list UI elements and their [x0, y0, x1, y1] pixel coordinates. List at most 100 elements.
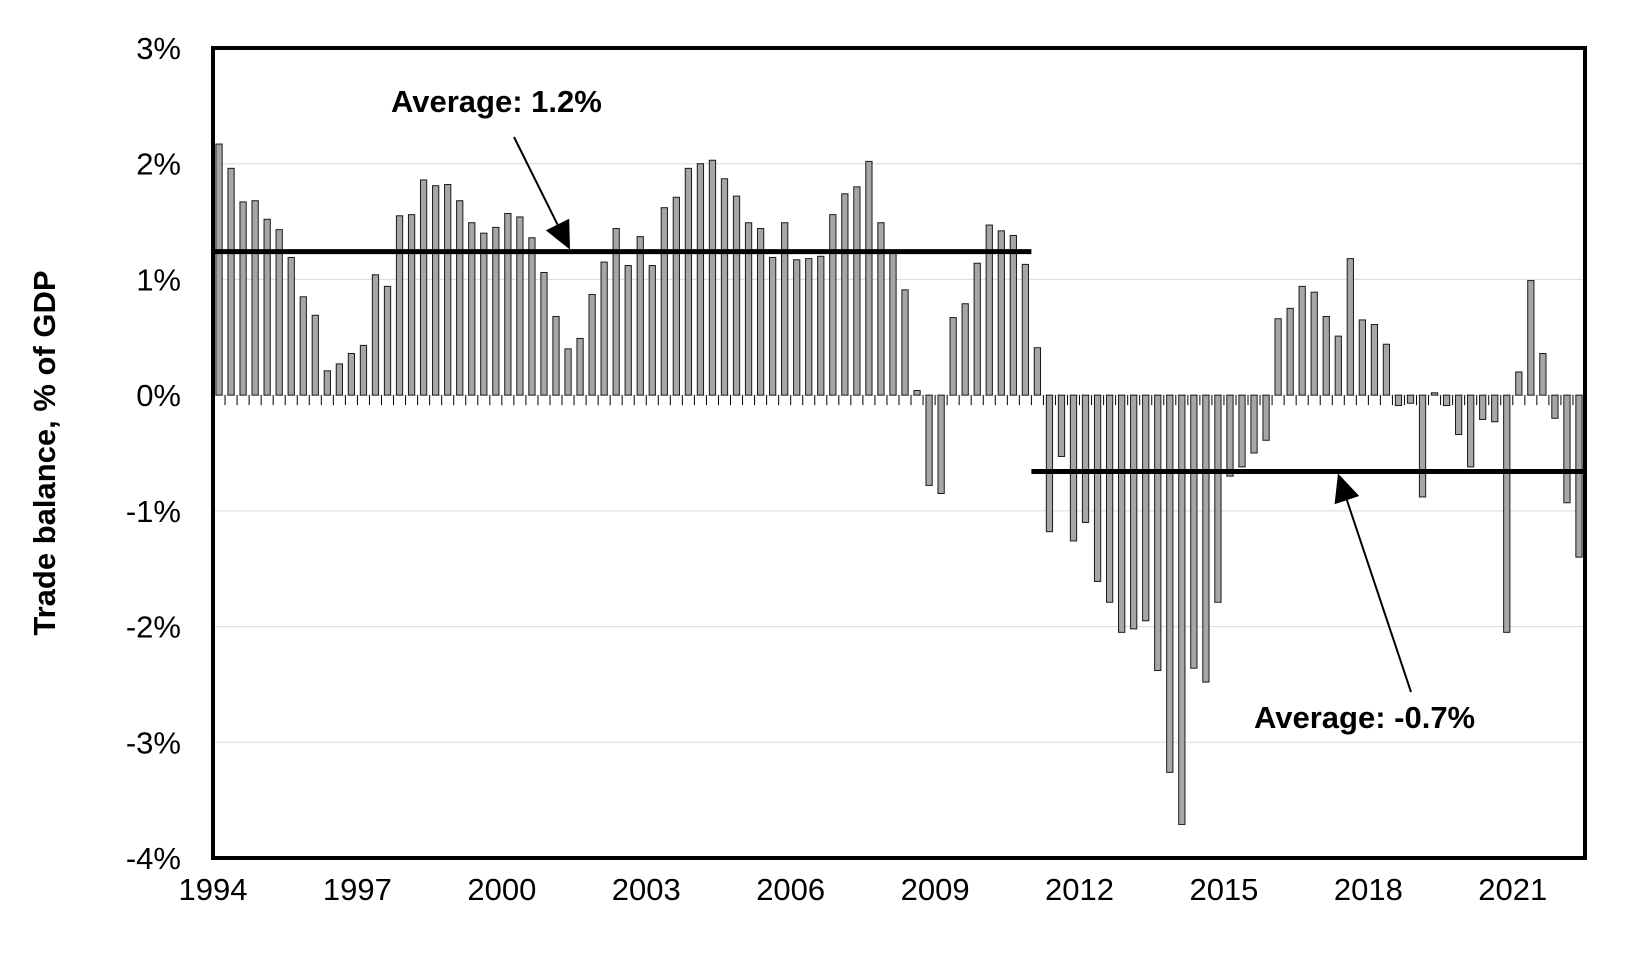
- average-label-1: Average: 1.2%: [391, 84, 602, 119]
- y-tick-label: 1%: [136, 262, 181, 297]
- bar: [1539, 352, 1547, 396]
- bar: [1105, 394, 1114, 603]
- bar: [1262, 394, 1270, 441]
- bar: [720, 178, 729, 396]
- bar: [901, 289, 909, 396]
- bar: [624, 265, 632, 396]
- bar: [468, 222, 476, 396]
- bar: [1190, 394, 1198, 669]
- bar: [371, 274, 380, 396]
- bar: [1370, 324, 1379, 396]
- bar: [877, 222, 885, 396]
- bar: [1563, 394, 1571, 504]
- bar: [1009, 234, 1017, 396]
- bar: [1045, 394, 1054, 533]
- bar: [419, 179, 428, 396]
- bar: [432, 185, 440, 396]
- bar: [335, 363, 343, 396]
- average-label-2: Average: -0.7%: [1254, 700, 1475, 735]
- bar: [407, 214, 416, 396]
- x-tick-marks: [212, 395, 1586, 406]
- bar: [492, 226, 500, 396]
- bar: [937, 394, 945, 495]
- x-tick-label: 2012: [1045, 872, 1114, 907]
- bar: [528, 237, 536, 396]
- bar: [456, 200, 464, 396]
- bar: [1382, 343, 1391, 396]
- bar: [1515, 371, 1523, 396]
- bar: [793, 259, 801, 396]
- bar: [299, 296, 307, 396]
- bar: [1551, 394, 1559, 419]
- bar: [540, 271, 548, 396]
- bar: [925, 394, 933, 486]
- bar: [865, 160, 873, 396]
- y-tick-labels: 3% 2% 1% 0% -1% -2% -3% -4%: [126, 31, 181, 876]
- bar: [1406, 394, 1415, 404]
- bar: [769, 256, 777, 396]
- bar: [1021, 263, 1029, 396]
- bar: [588, 293, 596, 396]
- x-tick-label: 1994: [179, 872, 248, 907]
- bar: [985, 224, 993, 396]
- bar: [696, 163, 705, 396]
- bar: [997, 230, 1005, 396]
- y-tick-label: 0%: [136, 378, 181, 413]
- bar: [516, 216, 524, 396]
- bar: [973, 262, 981, 396]
- bar: [215, 143, 223, 396]
- bar: [1418, 394, 1427, 498]
- bar: [287, 256, 295, 396]
- bar: [1214, 394, 1222, 603]
- bar: [648, 265, 656, 396]
- y-tick-label: 3%: [136, 31, 181, 66]
- bar: [1479, 394, 1487, 420]
- bar: [1093, 394, 1102, 582]
- bar: [1334, 335, 1342, 396]
- bar: [576, 337, 584, 396]
- bar: [612, 228, 620, 396]
- bar: [1142, 394, 1150, 622]
- gridlines: [213, 47, 1585, 859]
- bar: [1527, 280, 1535, 396]
- bar: [1286, 307, 1294, 396]
- bar: [1430, 392, 1439, 396]
- bar: [961, 303, 969, 396]
- bar: [889, 251, 897, 396]
- bar: [805, 258, 813, 396]
- y-tick-label: -2%: [126, 610, 181, 645]
- bar: [1503, 394, 1511, 633]
- bar: [817, 255, 825, 396]
- bar: [853, 186, 861, 396]
- y-tick-label: 2%: [136, 147, 181, 182]
- x-tick-label: 2003: [612, 872, 681, 907]
- y-tick-label: -4%: [126, 841, 181, 876]
- bar: [1358, 319, 1366, 396]
- bar: [1226, 394, 1234, 477]
- bar: [395, 215, 404, 396]
- bar: [1069, 394, 1078, 542]
- bar: [383, 285, 392, 396]
- bar: [552, 315, 560, 396]
- bar: [251, 200, 259, 396]
- bars: [215, 143, 1583, 825]
- average-lines: [213, 249, 1585, 475]
- y-tick-label: -1%: [126, 494, 181, 529]
- bar: [1154, 394, 1162, 672]
- plot-frame: [211, 46, 1587, 860]
- bar: [275, 229, 283, 396]
- x-tick-label: 1997: [323, 872, 392, 907]
- bar: [323, 370, 331, 396]
- annotation-arrow-head: [1334, 473, 1360, 505]
- bar: [1346, 258, 1354, 396]
- bar: [1394, 394, 1403, 407]
- x-tick-label: 2000: [467, 872, 536, 907]
- bar: [600, 261, 608, 396]
- bar: [1081, 394, 1090, 523]
- bar: [227, 167, 235, 396]
- annotation-arrow-shaft: [1345, 499, 1412, 693]
- annotations: Average: 1.2% Average: -0.7%: [391, 84, 1475, 735]
- bar: [1057, 394, 1066, 457]
- x-tick-label: 2006: [756, 872, 825, 907]
